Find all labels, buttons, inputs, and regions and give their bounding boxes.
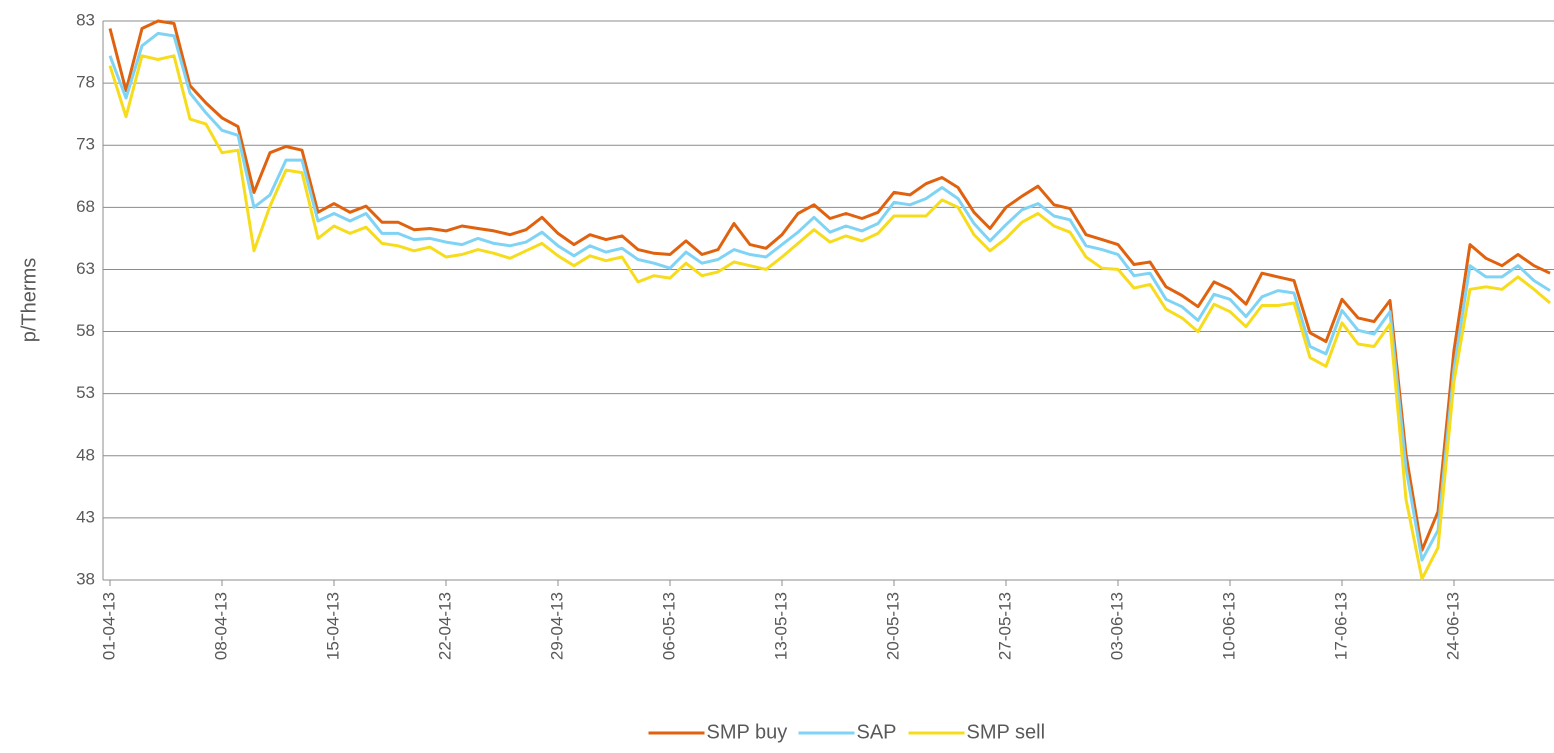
y-tick-label: 68	[76, 197, 95, 216]
series-line	[108, 31, 1551, 562]
legend-label: SMP buy	[707, 721, 788, 743]
y-tick-label: 58	[76, 321, 95, 340]
y-tick-label: 83	[76, 10, 95, 29]
x-tick-label: 10-06-13	[1219, 592, 1238, 660]
y-tick-label: 78	[76, 73, 95, 92]
y-axis-label: p/Therms	[18, 258, 40, 342]
series-line	[108, 19, 1551, 552]
series-line	[108, 54, 1551, 581]
x-tick-label: 24-06-13	[1443, 592, 1462, 660]
legend-label: SAP	[857, 721, 897, 743]
x-tick-label: 22-04-13	[435, 592, 454, 660]
x-tick-label: 03-06-13	[1107, 592, 1126, 660]
y-tick-label: 43	[76, 507, 95, 526]
x-tick-label: 20-05-13	[883, 592, 902, 660]
y-tick-label: 73	[76, 135, 95, 154]
x-tick-label: 01-04-13	[99, 592, 118, 660]
x-tick-label: 13-05-13	[771, 592, 790, 660]
x-tick-label: 06-05-13	[659, 592, 678, 660]
x-tick-label: 27-05-13	[995, 592, 1014, 660]
x-tick-label: 17-06-13	[1331, 592, 1350, 660]
y-tick-label: 53	[76, 383, 95, 402]
y-tick-label: 63	[76, 259, 95, 278]
legend-label: SMP sell	[967, 721, 1046, 743]
x-tick-label: 08-04-13	[211, 592, 230, 660]
y-tick-label: 48	[76, 445, 95, 464]
x-tick-label: 29-04-13	[547, 592, 566, 660]
y-tick-label: 38	[76, 569, 95, 588]
x-tick-label: 15-04-13	[323, 592, 342, 660]
